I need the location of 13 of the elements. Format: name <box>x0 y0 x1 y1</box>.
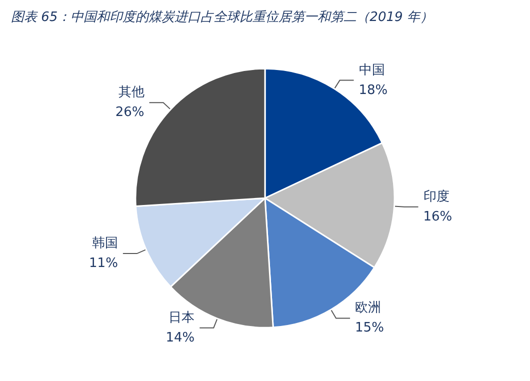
slice-label: 欧洲 <box>355 300 382 316</box>
data-label: 16% <box>423 209 452 224</box>
chart-title: 图表 65：中国和印度的煤炭进口占全球比重位居第一和第二（2019 年） <box>11 9 433 25</box>
slice-label: 印度 <box>423 188 450 204</box>
slice-label: 中国 <box>358 62 385 78</box>
slice-label: 韩国 <box>92 236 118 252</box>
slice-label: 其他 <box>118 85 144 100</box>
data-label: 26% <box>115 105 144 120</box>
data-label: 18% <box>358 82 388 98</box>
data-label: 11% <box>89 256 118 272</box>
slice-label: 日本 <box>168 310 195 326</box>
data-label: 14% <box>166 330 195 346</box>
data-label: 15% <box>355 320 384 336</box>
